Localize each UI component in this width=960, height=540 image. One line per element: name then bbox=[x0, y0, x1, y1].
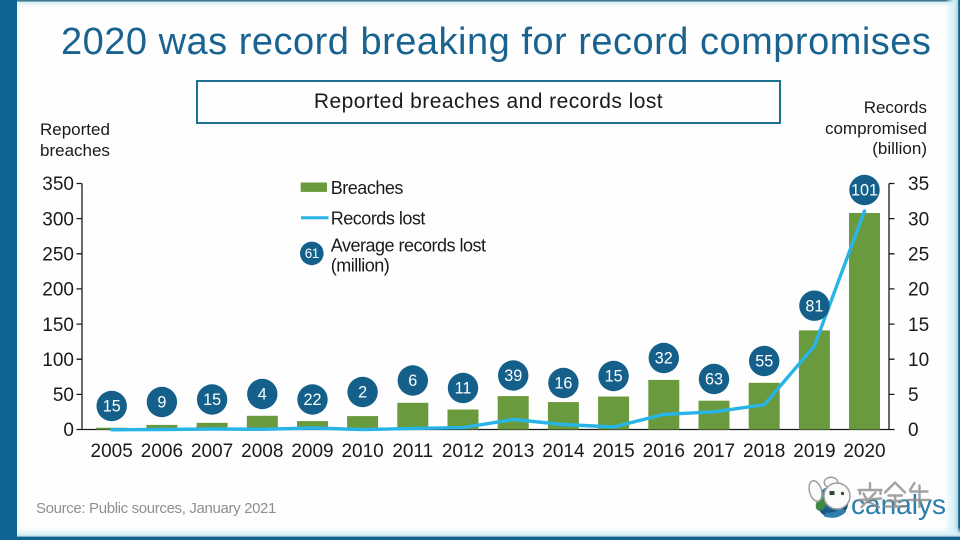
svg-text:Breaches: Breaches bbox=[331, 178, 404, 198]
svg-text:2016: 2016 bbox=[643, 441, 685, 462]
svg-text:55: 55 bbox=[755, 353, 773, 371]
svg-text:61: 61 bbox=[305, 246, 319, 261]
svg-text:100: 100 bbox=[42, 350, 74, 371]
svg-text:32: 32 bbox=[655, 350, 673, 368]
svg-text:2008: 2008 bbox=[241, 441, 283, 462]
svg-text:35: 35 bbox=[908, 174, 929, 195]
svg-text:Records lost: Records lost bbox=[331, 208, 426, 228]
svg-text:2: 2 bbox=[358, 384, 367, 402]
svg-text:2015: 2015 bbox=[592, 441, 634, 462]
svg-text:200: 200 bbox=[42, 280, 74, 301]
svg-text:30: 30 bbox=[908, 209, 929, 230]
svg-text:20: 20 bbox=[908, 280, 929, 301]
svg-text:2018: 2018 bbox=[743, 441, 785, 462]
svg-text:2010: 2010 bbox=[341, 441, 383, 462]
svg-text:15: 15 bbox=[908, 315, 929, 336]
svg-text:2007: 2007 bbox=[191, 441, 233, 462]
svg-text:0: 0 bbox=[63, 420, 74, 441]
svg-text:2006: 2006 bbox=[141, 441, 183, 462]
svg-text:Average records lost: Average records lost bbox=[331, 236, 486, 256]
svg-text:25: 25 bbox=[908, 245, 929, 266]
svg-text:4: 4 bbox=[258, 386, 267, 404]
svg-text:15: 15 bbox=[605, 368, 623, 386]
svg-text:2012: 2012 bbox=[442, 441, 484, 462]
svg-text:2013: 2013 bbox=[492, 441, 534, 462]
svg-text:101: 101 bbox=[851, 182, 878, 200]
svg-text:15: 15 bbox=[103, 398, 121, 416]
svg-text:2017: 2017 bbox=[693, 441, 735, 462]
svg-text:2005: 2005 bbox=[91, 441, 133, 462]
svg-text:9: 9 bbox=[157, 394, 166, 412]
svg-text:39: 39 bbox=[504, 367, 522, 385]
svg-text:2019: 2019 bbox=[793, 441, 835, 462]
svg-text:2009: 2009 bbox=[291, 441, 333, 462]
svg-text:11: 11 bbox=[455, 380, 472, 398]
svg-text:2014: 2014 bbox=[542, 441, 585, 462]
svg-text:6: 6 bbox=[408, 372, 417, 390]
svg-text:5: 5 bbox=[908, 385, 919, 406]
svg-text:250: 250 bbox=[42, 245, 74, 266]
svg-text:63: 63 bbox=[705, 371, 723, 389]
svg-text:15: 15 bbox=[203, 391, 221, 409]
svg-text:22: 22 bbox=[303, 391, 321, 409]
svg-text:0: 0 bbox=[908, 420, 919, 441]
svg-text:2011: 2011 bbox=[392, 441, 433, 462]
svg-text:10: 10 bbox=[908, 350, 929, 371]
svg-text:350: 350 bbox=[42, 174, 74, 195]
svg-text:300: 300 bbox=[42, 209, 74, 230]
svg-text:16: 16 bbox=[554, 375, 572, 393]
svg-text:150: 150 bbox=[42, 315, 74, 336]
svg-text:50: 50 bbox=[53, 385, 74, 406]
svg-text:(million): (million) bbox=[331, 256, 390, 276]
svg-text:81: 81 bbox=[805, 297, 823, 315]
svg-text:2020: 2020 bbox=[843, 441, 885, 462]
